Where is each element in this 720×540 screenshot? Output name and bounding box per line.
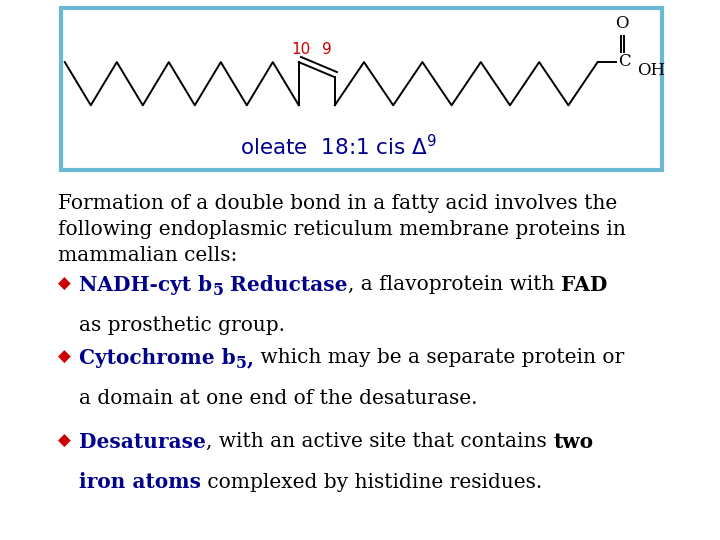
Text: 10: 10 bbox=[292, 42, 310, 57]
Text: two: two bbox=[553, 432, 593, 452]
Text: FAD: FAD bbox=[561, 275, 607, 295]
Text: as prosthetic group.: as prosthetic group. bbox=[79, 316, 285, 335]
Text: which may be a separate protein or: which may be a separate protein or bbox=[254, 348, 624, 367]
Text: C: C bbox=[618, 52, 631, 70]
Text: 5: 5 bbox=[236, 355, 247, 372]
Text: 9: 9 bbox=[322, 42, 332, 57]
Text: complexed by histidine residues.: complexed by histidine residues. bbox=[201, 472, 542, 491]
Text: , a flavoprotein with: , a flavoprotein with bbox=[348, 275, 561, 294]
Text: NADH-cyt b: NADH-cyt b bbox=[79, 275, 212, 295]
Text: oleate  18:1 cis $\Delta^{9}$: oleate 18:1 cis $\Delta^{9}$ bbox=[240, 134, 437, 159]
Text: Cytochrome b: Cytochrome b bbox=[79, 348, 236, 368]
Text: 5: 5 bbox=[212, 282, 223, 299]
Text: , with an active site that contains: , with an active site that contains bbox=[206, 432, 553, 451]
Text: Reductase: Reductase bbox=[223, 275, 348, 295]
Text: a domain at one end of the desaturase.: a domain at one end of the desaturase. bbox=[79, 389, 477, 408]
Text: iron atoms: iron atoms bbox=[79, 472, 201, 492]
Text: Desaturase: Desaturase bbox=[79, 432, 206, 452]
Text: ,: , bbox=[247, 348, 254, 368]
Text: ◆: ◆ bbox=[58, 275, 71, 293]
Bar bbox=[61, 8, 662, 170]
Text: Formation of a double bond in a fatty acid involves the
following endoplasmic re: Formation of a double bond in a fatty ac… bbox=[58, 194, 626, 265]
Text: ◆: ◆ bbox=[58, 348, 71, 366]
Text: O: O bbox=[616, 16, 629, 32]
Text: ◆: ◆ bbox=[58, 432, 71, 450]
Text: OH: OH bbox=[637, 62, 665, 79]
